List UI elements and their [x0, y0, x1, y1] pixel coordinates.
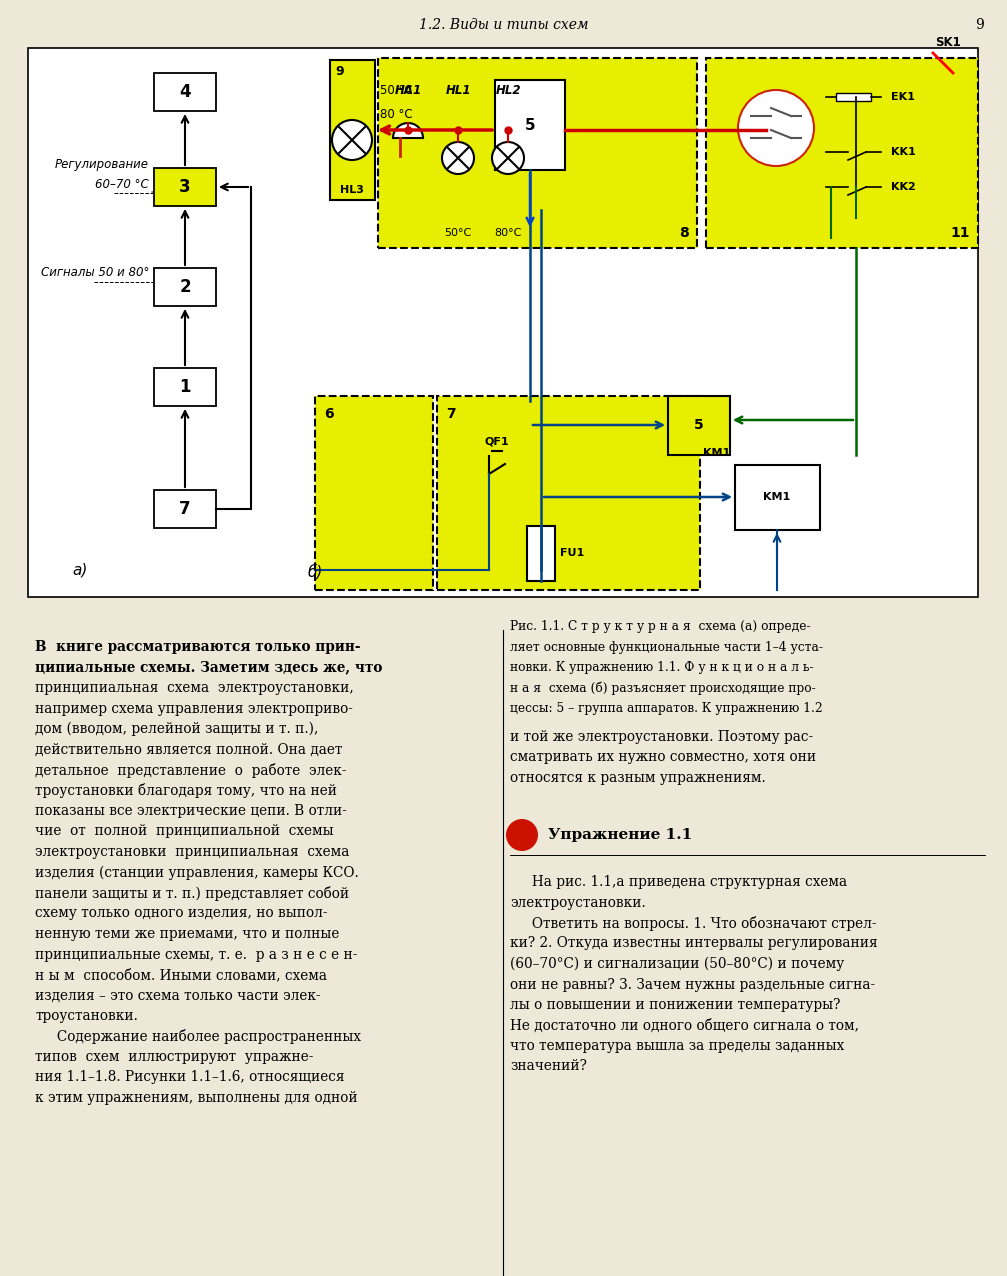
Text: В  книге рассматриваются только прин-: В книге рассматриваются только прин-	[35, 641, 361, 655]
Bar	[28, 48, 978, 597]
Text: 6: 6	[324, 407, 333, 421]
Text: FU1: FU1	[560, 547, 584, 558]
Text: 1.2. Виды и типы схем: 1.2. Виды и типы схем	[419, 18, 588, 32]
Text: типов  схем  иллюстрируют  упражне-: типов схем иллюстрируют упражне-	[35, 1050, 313, 1064]
Text: дом (вводом, релейной защиты и т. п.),: дом (вводом, релейной защиты и т. п.),	[35, 722, 318, 736]
Text: что температура вышла за пределы заданных: что температура вышла за пределы заданны…	[510, 1039, 844, 1053]
Text: значений?: значений?	[510, 1059, 587, 1073]
Bar	[668, 396, 730, 456]
Bar	[836, 93, 871, 101]
Text: Содержание наиболее распространенных: Содержание наиболее распространенных	[35, 1030, 361, 1045]
Text: Упражнение 1.1: Упражнение 1.1	[548, 828, 692, 842]
Bar	[437, 396, 700, 590]
Text: 1: 1	[179, 378, 190, 396]
Text: схему только одного изделия, но выпол-: схему только одного изделия, но выпол-	[35, 906, 327, 920]
Text: HL2: HL2	[495, 83, 521, 97]
Bar	[735, 464, 820, 530]
Text: 7: 7	[179, 500, 190, 518]
Text: 80 °С: 80 °С	[380, 108, 413, 121]
Text: относятся к разным упражнениям.: относятся к разным упражнениям.	[510, 771, 765, 785]
Text: троустановки благодаря тому, что на ней: троустановки благодаря тому, что на ней	[35, 783, 337, 799]
Text: например схема управления электропривo-: например схема управления электропривo-	[35, 702, 352, 716]
Text: SK1: SK1	[936, 37, 961, 50]
Text: 9: 9	[975, 18, 984, 32]
Text: лы о повышении и понижении температуры?: лы о повышении и понижении температуры?	[510, 998, 841, 1012]
Text: б): б)	[307, 564, 322, 579]
Text: 11: 11	[951, 226, 970, 240]
Text: панели защиты и т. п.) представляет собой: панели защиты и т. п.) представляет собо…	[35, 886, 349, 901]
Text: 7: 7	[446, 407, 456, 421]
Text: QF1: QF1	[484, 436, 510, 447]
Text: 5: 5	[525, 117, 536, 133]
Text: троустановки.: троустановки.	[35, 1009, 138, 1023]
Text: н а я  схема (б) разъясняет происходящие про-: н а я схема (б) разъясняет происходящие …	[510, 681, 816, 695]
Circle shape	[492, 142, 524, 174]
Text: KK2: KK2	[891, 182, 915, 191]
Circle shape	[506, 819, 538, 851]
Bar	[330, 60, 375, 200]
Text: ляет основные функциональные части 1–4 уста-: ляет основные функциональные части 1–4 у…	[510, 641, 823, 653]
Text: 4: 4	[179, 83, 190, 101]
Text: EK1: EK1	[891, 92, 915, 102]
Text: Рис. 1.1. С т р у к т у р н а я  схема (а) опреде-: Рис. 1.1. С т р у к т у р н а я схема (а…	[510, 620, 811, 633]
Text: электроустановки  принципиальная  схема: электроустановки принципиальная схема	[35, 845, 349, 859]
Text: и той же электроустановки. Поэтому рас-: и той же электроустановки. Поэтому рас-	[510, 730, 813, 744]
Text: На рис. 1.1,а приведена структурная схема: На рис. 1.1,а приведена структурная схем…	[510, 875, 847, 889]
Text: ципиальные схемы. Заметим здесь же, что: ципиальные схемы. Заметим здесь же, что	[35, 661, 383, 675]
Text: н ы м  способом. Иными словами, схема: н ы м способом. Иными словами, схема	[35, 968, 327, 983]
Bar	[154, 367, 215, 406]
Text: ки? 2. Откуда известны интервалы регулирования: ки? 2. Откуда известны интервалы регулир…	[510, 937, 878, 951]
Text: принципиальная  схема  электроустановки,: принципиальная схема электроустановки,	[35, 681, 353, 695]
Text: ния 1.1–1.8. Рисунки 1.1–1.6, относящиеся: ния 1.1–1.8. Рисунки 1.1–1.6, относящиес…	[35, 1071, 344, 1085]
Text: они не равны? 3. Зачем нужны раздельные сигна-: они не равны? 3. Зачем нужны раздельные …	[510, 977, 875, 991]
Bar	[495, 80, 565, 170]
Text: HL1: HL1	[445, 83, 470, 97]
Text: 50°С: 50°С	[444, 228, 471, 239]
Bar	[527, 526, 555, 581]
Text: HL3: HL3	[340, 185, 364, 195]
Bar	[154, 268, 215, 306]
Wedge shape	[393, 122, 423, 138]
Circle shape	[442, 142, 474, 174]
Text: изделия (станции управления, камеры КСО.: изделия (станции управления, камеры КСО.	[35, 865, 358, 880]
Bar	[154, 490, 215, 528]
Bar	[154, 168, 215, 205]
Text: 8: 8	[680, 226, 689, 240]
Text: KM1: KM1	[763, 493, 790, 501]
Bar	[706, 57, 978, 248]
Text: изделия – это схема только части элек-: изделия – это схема только части элек-	[35, 989, 320, 1003]
Text: 50 °С: 50 °С	[380, 83, 413, 97]
Text: 60–70 °С: 60–70 °С	[96, 177, 149, 191]
Text: детальное  представление  о  работе  элек-: детальное представление о работе элек-	[35, 763, 346, 778]
Text: Не достаточно ли одного общего сигнала о том,: Не достаточно ли одного общего сигнала о…	[510, 1018, 859, 1032]
Text: к этим упражнениям, выполнены для одной: к этим упражнениям, выполнены для одной	[35, 1091, 357, 1105]
Text: Ответить на вопросы. 1. Что обозначают стрел-: Ответить на вопросы. 1. Что обозначают с…	[510, 916, 876, 931]
Text: Сигналы 50 и 80°: Сигналы 50 и 80°	[40, 265, 149, 278]
Text: 3: 3	[179, 177, 190, 197]
Text: новки. К упражнению 1.1. Ф у н к ц и о н а л ь-: новки. К упражнению 1.1. Ф у н к ц и о н…	[510, 661, 814, 674]
Text: 2: 2	[179, 278, 190, 296]
Text: KK1: KK1	[891, 147, 915, 157]
Text: ненную теми же приемами, что и полные: ненную теми же приемами, что и полные	[35, 926, 339, 940]
Text: а): а)	[73, 563, 88, 578]
Text: действительно является полной. Она дает: действительно является полной. Она дает	[35, 743, 342, 757]
Text: KM1: KM1	[703, 448, 730, 458]
Text: 9: 9	[335, 65, 343, 78]
Text: Регулирование: Регулирование	[55, 158, 149, 171]
Text: (60–70°С) и сигнализации (50–80°С) и почему: (60–70°С) и сигнализации (50–80°С) и поч…	[510, 957, 844, 971]
Text: сматривать их нужно совместно, хотя они: сматривать их нужно совместно, хотя они	[510, 750, 816, 764]
Text: 80°С: 80°С	[494, 228, 522, 239]
Text: чие  от  полной  принципиальной  схемы: чие от полной принципиальной схемы	[35, 824, 333, 838]
Text: принципиальные схемы, т. е.  р а з н е с е н-: принципиальные схемы, т. е. р а з н е с …	[35, 948, 357, 962]
Circle shape	[738, 91, 814, 166]
Text: 5: 5	[694, 419, 704, 433]
Bar	[315, 396, 433, 590]
Circle shape	[332, 120, 372, 160]
Bar	[154, 73, 215, 111]
Bar	[378, 57, 697, 248]
Text: электроустановки.: электроустановки.	[510, 896, 645, 910]
Text: НА1: НА1	[395, 83, 422, 97]
Text: цессы: 5 – группа аппаратов. К упражнению 1.2: цессы: 5 – группа аппаратов. К упражнени…	[510, 702, 823, 715]
Text: показаны все электрические цепи. В отли-: показаны все электрические цепи. В отли-	[35, 804, 346, 818]
